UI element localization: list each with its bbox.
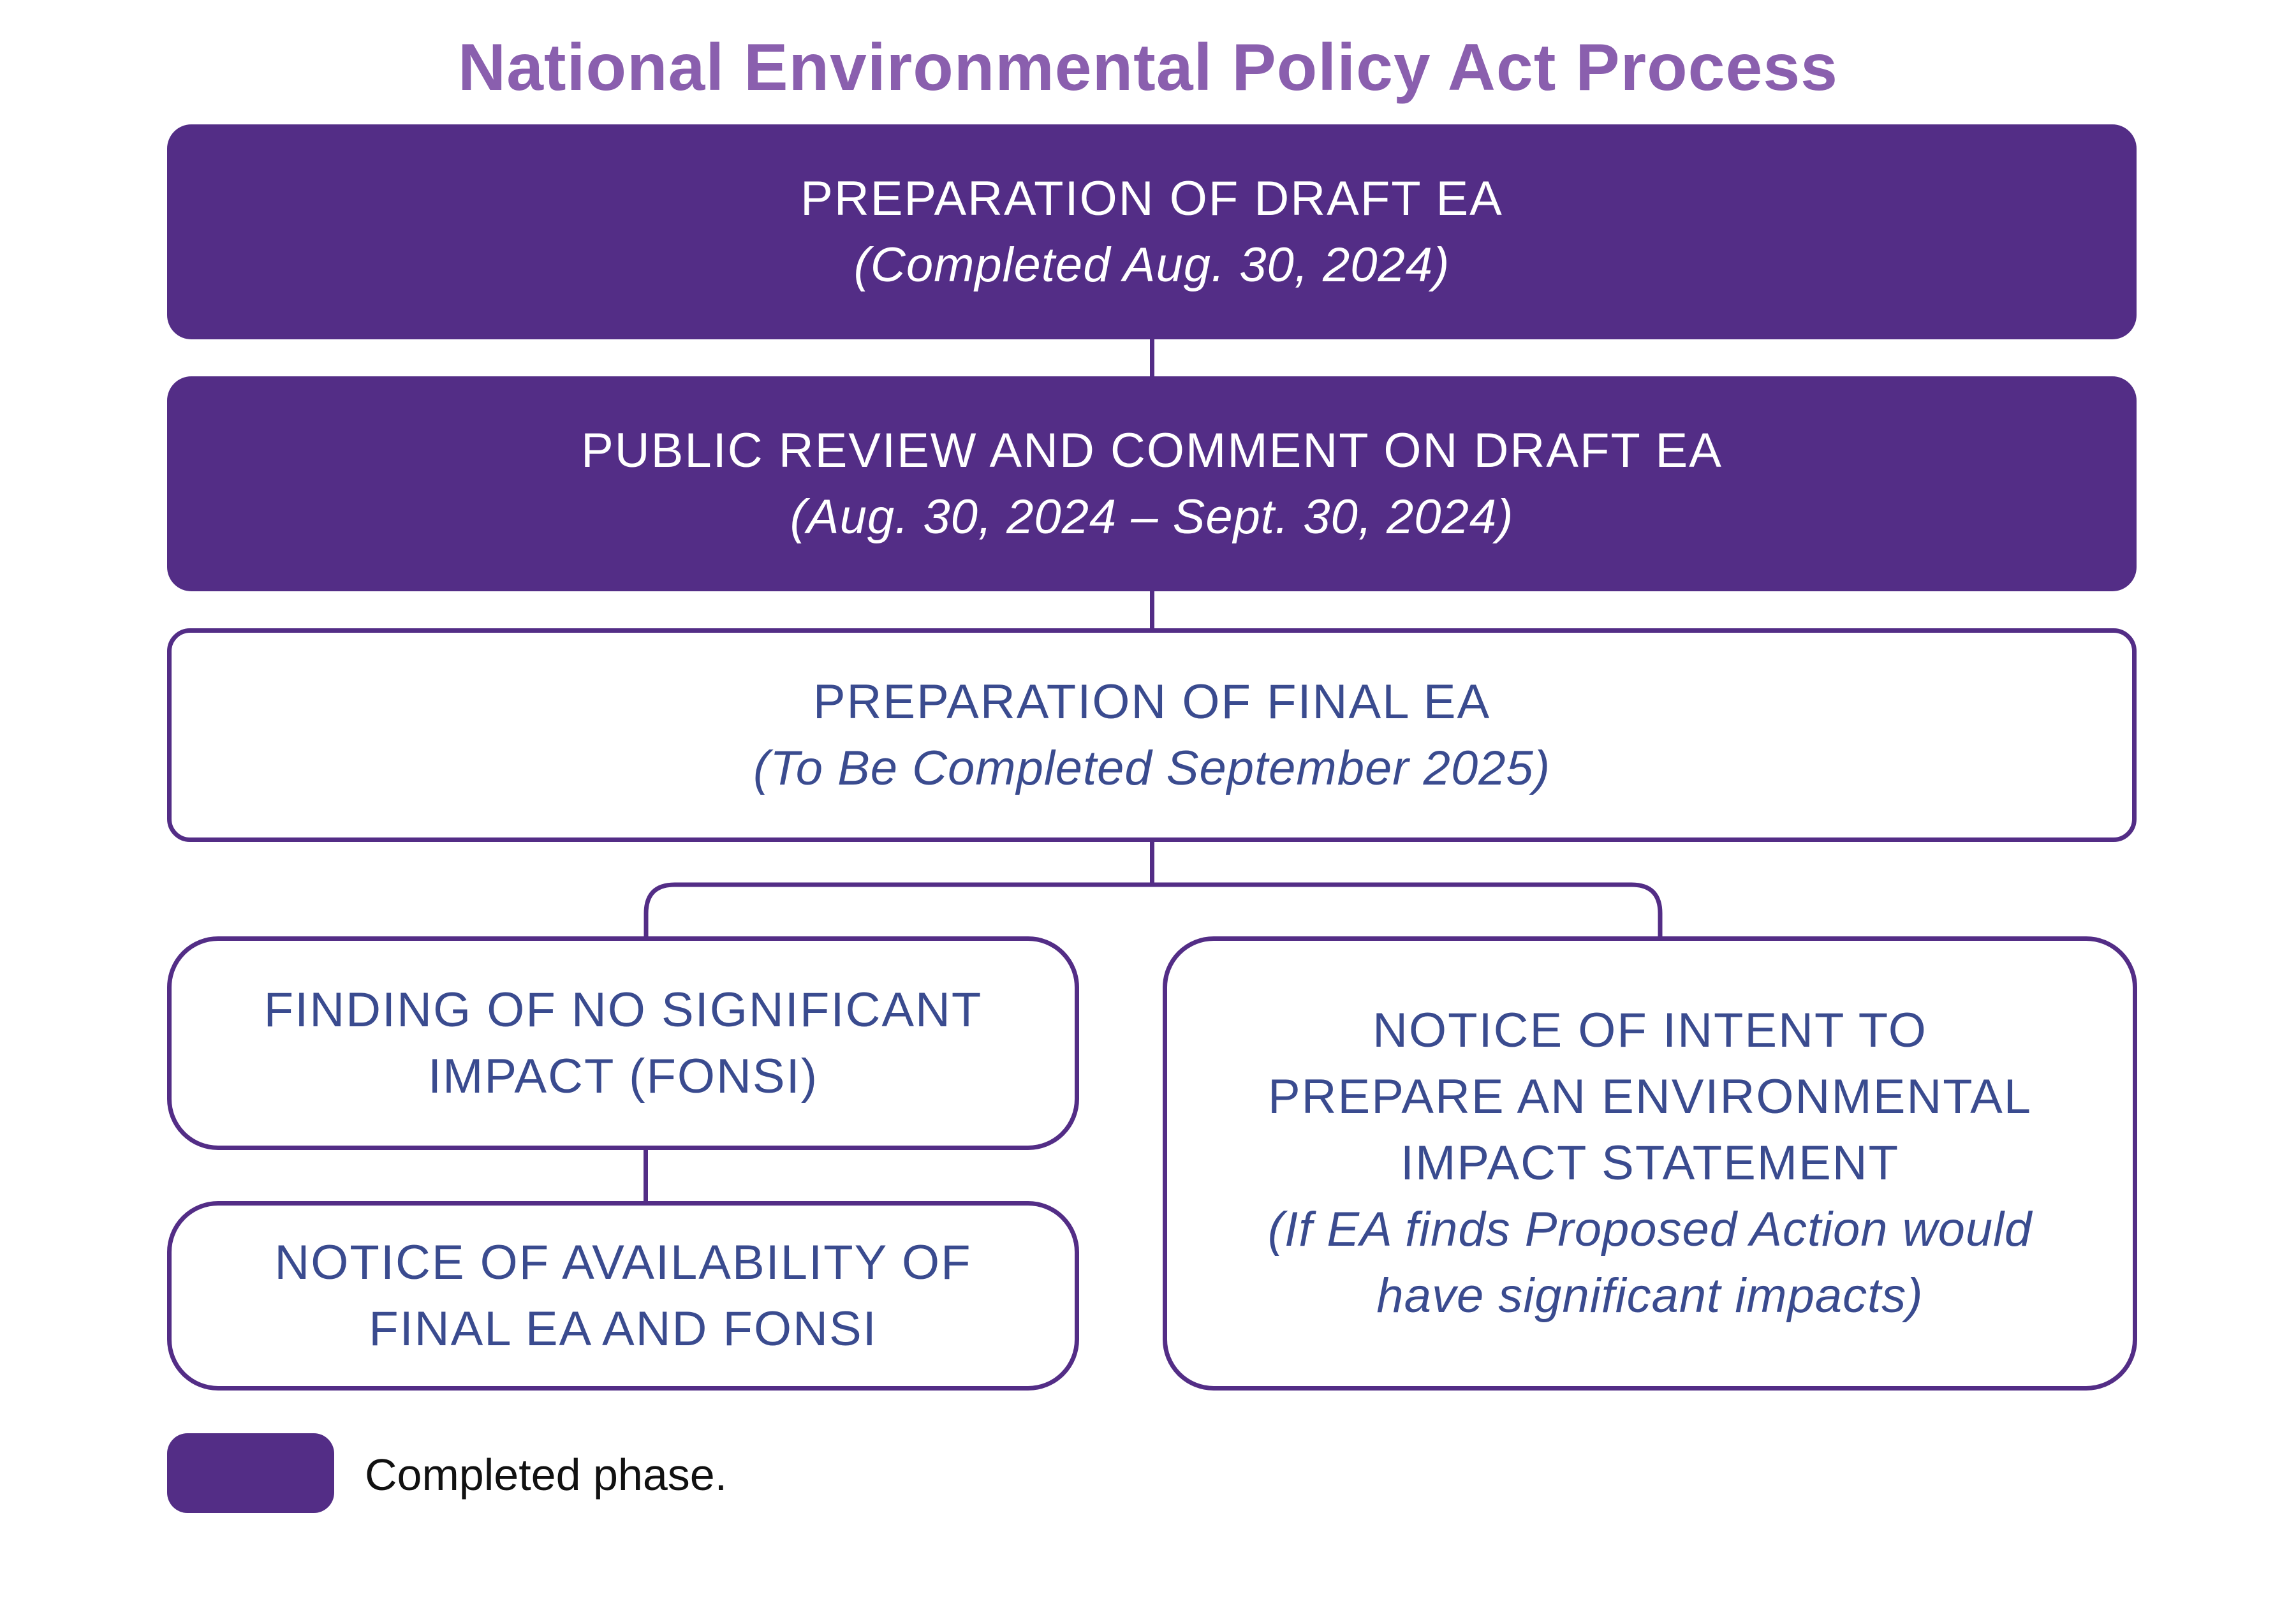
step-heading: PREPARATION OF DRAFT EA <box>800 171 1503 226</box>
availability-line-1: NOTICE OF AVAILABILITY OF <box>274 1235 972 1290</box>
legend-label: Completed phase. <box>365 1450 728 1500</box>
step-public-review: PUBLIC REVIEW AND COMMENT ON DRAFT EA (A… <box>167 376 2137 591</box>
availability-line-2: FINAL EA AND FONSI <box>369 1301 878 1356</box>
connector-step1-step2 <box>1150 338 1154 378</box>
intent-note-1: (If EA finds Proposed Action would <box>1267 1202 2033 1257</box>
intent-note-2: have significant impacts) <box>1376 1269 1924 1323</box>
fonsi-line-1: FINDING OF NO SIGNIFICANT <box>263 982 983 1037</box>
legend-swatch <box>167 1433 334 1513</box>
step-heading: PREPARATION OF FINAL EA <box>813 674 1491 729</box>
intent-line-1: NOTICE OF INTENT TO <box>1372 1003 1927 1058</box>
connector-fonsi-availability <box>644 1148 648 1202</box>
connector-step3-branch <box>1150 841 1154 887</box>
step-notice-of-availability: NOTICE OF AVAILABILITY OF FINAL EA AND F… <box>167 1201 1079 1391</box>
diagram-title: National Environmental Policy Act Proces… <box>457 31 1838 105</box>
intent-line-3: IMPACT STATEMENT <box>1400 1136 1900 1190</box>
step-heading: PUBLIC REVIEW AND COMMENT ON DRAFT EA <box>581 423 1723 478</box>
connector-step2-step3 <box>1150 590 1154 630</box>
branch-split-line <box>644 882 1663 938</box>
step-note: (Aug. 30, 2024 – Sept. 30, 2024) <box>790 489 1514 544</box>
step-notice-of-intent-eis: NOTICE OF INTENT TO PREPARE AN ENVIRONME… <box>1163 936 2137 1391</box>
step-note: (To Be Completed September 2025) <box>753 741 1551 795</box>
step-preparation-draft-ea: PREPARATION OF DRAFT EA (Completed Aug. … <box>167 124 2137 339</box>
step-note: (Completed Aug. 30, 2024) <box>853 237 1450 292</box>
step-fonsi: FINDING OF NO SIGNIFICANT IMPACT (FONSI) <box>167 936 1079 1150</box>
intent-line-2: PREPARE AN ENVIRONMENTAL <box>1267 1070 2033 1124</box>
step-preparation-final-ea: PREPARATION OF FINAL EA (To Be Completed… <box>167 628 2137 842</box>
fonsi-line-2: IMPACT (FONSI) <box>427 1049 819 1103</box>
